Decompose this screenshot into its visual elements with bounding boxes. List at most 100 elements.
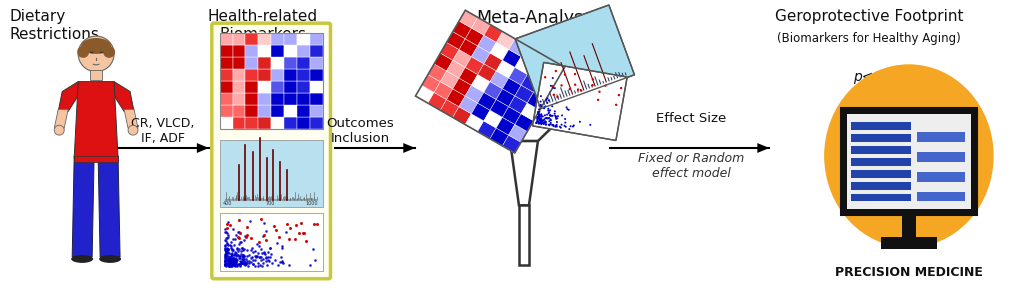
Point <box>256 221 272 226</box>
Polygon shape <box>110 82 133 111</box>
Bar <box>258 57 271 69</box>
Circle shape <box>614 104 616 106</box>
Circle shape <box>555 96 558 98</box>
Bar <box>483 110 502 128</box>
Bar <box>246 93 258 105</box>
Point <box>230 242 247 247</box>
Point <box>219 257 235 262</box>
Point <box>233 259 250 264</box>
Circle shape <box>543 120 545 122</box>
Bar <box>471 103 489 121</box>
Circle shape <box>535 121 537 123</box>
Point <box>261 246 277 250</box>
Point <box>218 236 234 240</box>
Point <box>220 263 236 268</box>
Bar <box>258 93 271 105</box>
Point <box>224 259 240 263</box>
Point <box>232 263 249 268</box>
Point <box>288 223 305 228</box>
Circle shape <box>541 115 543 118</box>
Point <box>218 262 234 267</box>
Point <box>221 261 237 266</box>
Circle shape <box>548 115 550 116</box>
Point <box>251 244 267 249</box>
Bar <box>521 46 539 64</box>
Point <box>218 250 234 255</box>
Point <box>224 259 240 264</box>
Circle shape <box>547 124 549 126</box>
Point <box>218 262 234 267</box>
Bar <box>545 60 565 78</box>
Circle shape <box>559 127 561 129</box>
Point <box>217 239 233 243</box>
Circle shape <box>538 118 540 120</box>
Circle shape <box>540 121 542 123</box>
Circle shape <box>539 118 541 120</box>
Circle shape <box>620 87 622 89</box>
Point <box>230 236 247 241</box>
Bar <box>440 42 459 60</box>
Bar <box>489 42 508 60</box>
Circle shape <box>547 112 549 114</box>
Bar <box>446 89 465 107</box>
Bar <box>246 69 258 81</box>
Point <box>234 246 251 251</box>
Text: p<0.05: p<0.05 <box>853 70 904 84</box>
Ellipse shape <box>99 255 121 263</box>
Point <box>239 224 256 229</box>
Circle shape <box>545 117 547 119</box>
Point <box>235 254 252 258</box>
Bar <box>415 85 434 103</box>
Point <box>230 249 247 253</box>
Point <box>217 258 233 263</box>
Point <box>220 263 236 268</box>
Circle shape <box>555 117 557 119</box>
Circle shape <box>536 120 538 123</box>
Point <box>253 216 269 221</box>
Bar <box>232 105 246 117</box>
Bar <box>297 93 310 105</box>
Circle shape <box>539 118 541 120</box>
Circle shape <box>103 46 115 58</box>
Bar <box>508 96 527 114</box>
Polygon shape <box>756 143 768 153</box>
Point <box>232 260 249 264</box>
FancyBboxPatch shape <box>212 23 330 279</box>
Bar <box>440 99 459 118</box>
Point <box>256 250 272 255</box>
Circle shape <box>538 114 540 116</box>
Point <box>247 249 263 253</box>
Bar <box>219 33 322 129</box>
Bar <box>246 117 258 129</box>
Circle shape <box>540 105 542 107</box>
Circle shape <box>536 118 538 120</box>
Circle shape <box>128 125 138 135</box>
Point <box>219 243 235 248</box>
Point <box>221 259 237 263</box>
Point <box>222 262 238 267</box>
Point <box>226 253 243 258</box>
Circle shape <box>579 121 580 123</box>
Bar <box>297 45 310 57</box>
Point <box>227 258 244 263</box>
Circle shape <box>572 126 574 128</box>
Circle shape <box>542 107 544 109</box>
Circle shape <box>558 126 560 128</box>
Point <box>222 259 238 264</box>
Point <box>222 260 238 265</box>
Point <box>309 222 325 226</box>
Bar <box>515 85 533 103</box>
Point <box>224 237 240 242</box>
Bar <box>232 93 246 105</box>
Point <box>244 246 260 251</box>
Point <box>224 257 240 262</box>
Point <box>220 262 236 267</box>
Bar <box>232 69 246 81</box>
Circle shape <box>554 70 556 72</box>
Point <box>302 263 318 268</box>
Point <box>217 243 233 248</box>
Bar <box>271 117 283 129</box>
Circle shape <box>573 125 575 126</box>
Circle shape <box>560 115 562 116</box>
Point <box>218 249 234 254</box>
